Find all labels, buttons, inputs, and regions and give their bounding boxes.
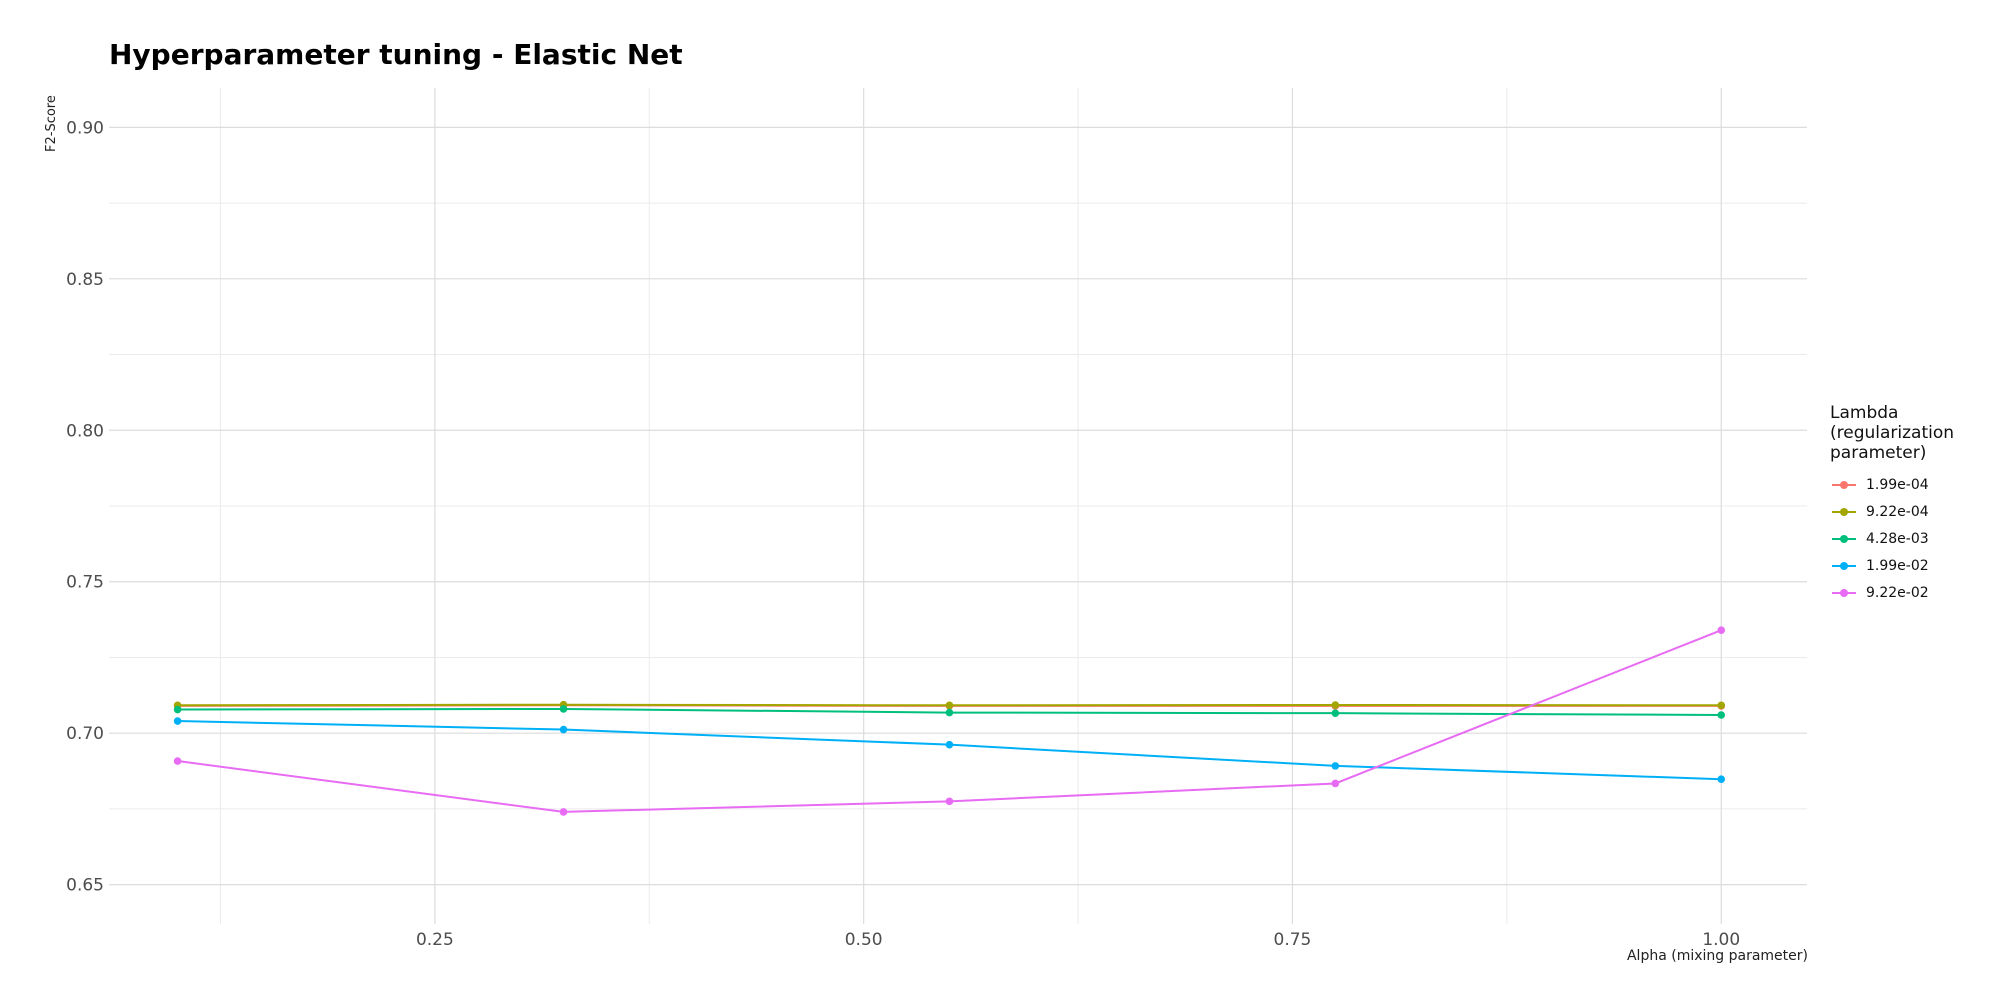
minor-gridlines (109, 88, 1807, 924)
legend-label: 1.99e-02 (1866, 557, 1929, 574)
series-5 (173, 626, 1726, 816)
legend-items: 1.99e-04 9.22e-04 4.28e-03 1.99e-02 9.22e-02 (1830, 471, 1954, 606)
data-point (173, 705, 182, 714)
data-point (1717, 626, 1726, 634)
legend-item: 1.99e-02 (1830, 552, 1954, 579)
y-tick-label: 0.75 (66, 573, 104, 593)
legend-key-swatch (1832, 480, 1856, 489)
data-point (1331, 701, 1340, 709)
data-point (173, 717, 182, 725)
legend-key-swatch (1832, 507, 1856, 516)
legend-label: 4.28e-03 (1866, 530, 1929, 547)
data-point (1717, 711, 1726, 719)
data-point (945, 740, 954, 749)
legend-key-swatch (1832, 534, 1856, 543)
data-point (945, 708, 954, 717)
y-tick-label: 0.90 (66, 118, 104, 138)
data-point (1717, 775, 1726, 784)
x-tick-label: 0.75 (1274, 930, 1312, 950)
data-point (945, 701, 954, 710)
y-tick-label: 0.80 (66, 421, 104, 441)
series-4 (173, 717, 1726, 784)
data-series (173, 626, 1726, 816)
major-gridlines (109, 88, 1807, 924)
data-point (559, 808, 568, 816)
data-point (1331, 762, 1340, 770)
legend-title: Lambda (regularization parameter) (1830, 403, 1955, 463)
data-point (1331, 709, 1340, 717)
legend-key-swatch (1832, 588, 1856, 597)
legend-key-point (1840, 534, 1848, 543)
data-point (173, 757, 182, 765)
legend: Lambda (regularization parameter) 1.99e-… (1830, 403, 1954, 606)
legend-label: 9.22e-04 (1866, 503, 1929, 520)
chart-title: Hyperparameter tuning - Elastic Net (109, 38, 683, 71)
legend-key-point (1840, 480, 1848, 489)
x-axis-label: Alpha (mixing parameter) (1626, 948, 1808, 964)
series-3 (173, 705, 1726, 719)
legend-label: 9.22e-02 (1866, 584, 1929, 601)
legend-item: 1.99e-04 (1830, 471, 1954, 498)
x-tick-label: 0.25 (416, 930, 454, 950)
legend-item: 9.22e-02 (1830, 579, 1954, 606)
y-tick-label: 0.65 (66, 876, 104, 896)
legend-label: 1.99e-04 (1866, 476, 1929, 493)
legend-key-point (1840, 507, 1848, 516)
series-2 (173, 700, 1726, 710)
y-tick-label: 0.70 (66, 724, 104, 744)
data-point (559, 705, 568, 713)
legend-key-point (1840, 561, 1848, 570)
y-tick-labels: 0.65 0.70 0.75 0.80 0.85 0.90 (66, 118, 104, 895)
x-tick-label: 1.00 (1702, 930, 1740, 950)
series-line (177, 720, 1722, 781)
data-point (945, 797, 954, 806)
data-point (1717, 701, 1726, 710)
legend-key-point (1840, 588, 1848, 597)
x-tick-label: 0.50 (845, 930, 883, 950)
legend-item: 9.22e-04 (1830, 498, 1954, 525)
data-point (559, 725, 568, 734)
legend-item: 4.28e-03 (1830, 525, 1954, 552)
y-tick-label: 0.85 (66, 270, 104, 290)
x-tick-labels: 0.25 0.50 0.75 1.00 (416, 930, 1740, 950)
legend-key-swatch (1832, 561, 1856, 570)
data-point (1331, 779, 1340, 788)
